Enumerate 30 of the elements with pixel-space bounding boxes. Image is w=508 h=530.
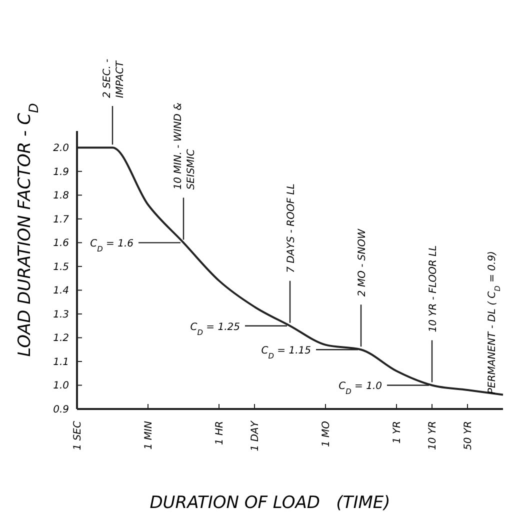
y-tick-label: 1.4 xyxy=(53,286,69,297)
annotation: 2 SEC. - IMPACT xyxy=(102,58,126,98)
y-tick-label: 1.9 xyxy=(53,166,69,178)
x-tick-label: 1 SEC xyxy=(72,420,84,450)
annotation: 7 DAYS - ROOF LL xyxy=(286,184,297,273)
x-tick-label: 1 HR xyxy=(214,421,226,446)
x-tick-label: 1 YR xyxy=(392,421,403,444)
y-tick-label: 1.1 xyxy=(53,356,69,368)
y-tick-label: 1.6 xyxy=(53,238,69,250)
x-tick-label: 50 YR xyxy=(463,421,474,450)
annotation: 2 MO - SNOW xyxy=(357,228,368,297)
y-tick-label: 1.0 xyxy=(53,380,69,392)
x-axis-title: DURATION OF LOAD (TIME) xyxy=(150,493,390,513)
annotation: C$_{D}$ = 1.0 xyxy=(338,381,382,396)
annotation: 10 YR - FLOOR LL xyxy=(428,245,439,332)
x-tick-label: 10 YR xyxy=(428,421,438,450)
y-tick-label: 2.0 xyxy=(53,143,69,154)
y-tick-label: 1.5 xyxy=(53,262,69,273)
x-tick-label: 1 MIN xyxy=(144,420,154,450)
y-tick-label: 0.9 xyxy=(53,404,69,416)
annotation: C$_{D}$ = 1.25 xyxy=(190,322,240,336)
annotation: C$_{D}$ = 1.15 xyxy=(261,346,311,360)
x-tick-label: 1 MO xyxy=(321,420,332,448)
annotation: 10 MIN. - WIND & SEISMIC xyxy=(173,102,197,190)
y-tick-label: 1.3 xyxy=(53,309,69,320)
annotation: C$_{D}$ = 1.6 xyxy=(90,238,134,254)
x-tick-label: 1 DAY xyxy=(250,420,261,452)
y-tick-label: 1.2 xyxy=(53,333,69,344)
y-tick-label: 1.7 xyxy=(53,214,70,226)
y-tick-label: 1.8 xyxy=(53,190,69,202)
